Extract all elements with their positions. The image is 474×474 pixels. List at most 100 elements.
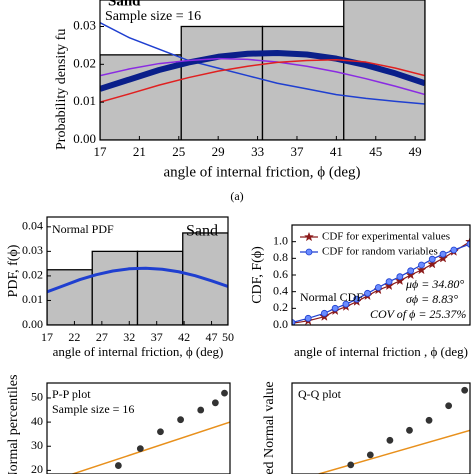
x-axis-label: angle of internal friction , ϕ (deg) [294,344,468,359]
point [320,309,328,317]
annotation: Sand [186,223,218,240]
x-tick-label: 45 [369,144,382,159]
point [197,406,205,414]
point [386,436,394,444]
x-tick-label: 17 [41,330,53,344]
plot-background [292,383,470,474]
series-line [292,241,470,324]
legend-label: CDF for experimental values [322,231,450,243]
x-tick-label: 27 [96,330,108,344]
series-line [70,421,230,474]
series-line [100,22,425,105]
panel: 0.00 0.01 0.02 0.03 0.04 17 22 27 32 37 42 47 50 PDF,… [6,216,234,359]
series-line [318,429,470,474]
y-tick-label: 0.00 [22,317,43,331]
point [177,416,184,424]
point [384,280,395,291]
x-tick-label: 37 [151,330,163,344]
annotation: Normal CDF [300,290,363,304]
point [425,416,433,424]
y-tick-label: 0.00 [73,131,96,146]
panel: 20 30 40 50 Normal percentiles P-P plotSample… [6,375,231,474]
series-line [100,49,425,92]
y-axis-label: Probability density fu [54,29,69,150]
y-tick-label: 0.02 [22,268,43,282]
y-tick-label: 0.6 [273,267,288,281]
y-tick-label: 0.01 [73,93,96,108]
point [157,428,164,436]
annotation: P-P plot [52,387,91,401]
point [461,386,469,394]
y-tick-label: 20 [31,462,43,474]
y-tick-label: 0.02 [73,55,96,70]
annotation: COV of ϕ = 25.37% [370,307,466,321]
point [385,278,393,286]
point [418,261,425,269]
panel: 0.00 0.01 0.02 0.03 17 21 25 29 33 37 41 45 49 Probab… [54,0,426,203]
point [439,250,447,258]
point [396,273,404,281]
legend-label: CDF for random variables [322,246,438,258]
series-line [292,243,470,324]
plot-area [47,383,230,474]
point [364,289,371,297]
point [221,389,228,397]
x-tick-label: 17 [94,144,108,159]
annotation: Sample size = 16 [105,9,201,24]
caption: (a) [230,189,243,203]
point [407,267,415,275]
point [331,304,339,312]
point [445,402,453,410]
point [438,253,449,263]
point [304,314,312,322]
x-tick-label: 22 [68,330,80,344]
x-tick-label: 21 [133,144,146,159]
annotation: σϕ = 8.83° [406,292,458,306]
point [136,445,144,453]
point [292,319,296,325]
point [114,462,122,469]
plot-frame [46,216,229,326]
y-tick-label: 0.01 [22,292,43,306]
annotation: Sample size = 16 [52,402,134,416]
point [374,284,382,291]
series-line [100,59,425,103]
x-tick-label: 50 [222,330,234,344]
panel: ed Normal value Q-Q plot [262,381,471,474]
x-axis-label: angle of internal friction, ϕ (deg) [53,344,224,359]
point [406,426,413,434]
bar [136,250,184,325]
point [303,231,315,242]
plot-frame [291,382,471,474]
annotation: Q-Q plot [298,387,342,401]
x-tick-label: 25 [172,144,185,159]
point [305,248,313,256]
y-tick-label: 0.0 [273,317,288,331]
y-axis-label: ed Normal value [262,381,277,474]
y-tick-label: 40 [31,414,43,428]
x-tick-label: 41 [330,144,343,159]
y-tick-label: 50 [31,390,43,404]
point [394,275,405,286]
plot-area [47,217,228,325]
y-tick-label: 0.8 [273,250,288,264]
point [405,269,416,280]
y-axis-label: CDF, F(ϕ) [250,246,265,304]
point [366,451,374,459]
x-tick-label: 47 [206,330,218,344]
y-tick-label: 0.04 [22,219,43,233]
plot-background [47,383,230,474]
y-axis-label: Normal percentiles [6,375,21,474]
y-tick-label: 30 [31,438,43,452]
point [353,295,361,303]
plot-frame [46,382,231,474]
y-axis-label: PDF, f(ϕ) [6,244,21,297]
plot-area [292,225,470,325]
bar [180,25,264,140]
plot-background [292,225,470,325]
plot-area [292,383,470,474]
x-axis-label: angle of internal friction, ϕ (deg) [164,164,361,180]
point [211,399,219,407]
